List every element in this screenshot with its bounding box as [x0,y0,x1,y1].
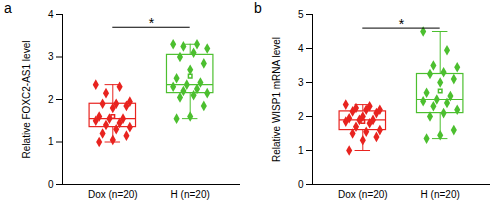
html-text:b: b [254,0,262,16]
svg-text:H (n=20): H (n=20) [421,189,460,200]
svg-text:*: * [149,15,155,31]
svg-text:1: 1 [298,145,304,156]
svg-text:Dox (n=20): Dox (n=20) [338,189,388,200]
svg-text:Dox (n=20): Dox (n=20) [88,189,138,200]
svg-text:3: 3 [298,77,304,88]
svg-text:2: 2 [48,94,54,105]
svg-text:Relative FOXC2-AS1 level: Relative FOXC2-AS1 level [21,41,32,159]
svg-text:0: 0 [48,179,54,190]
html-text:a: a [4,0,12,16]
svg-text:5: 5 [298,9,304,20]
svg-text:4: 4 [48,9,54,20]
svg-text:Relative WISP1 mRNA level: Relative WISP1 mRNA level [271,37,282,162]
svg-text:0: 0 [298,179,304,190]
svg-text:H (n=20): H (n=20) [171,189,210,200]
svg-text:3: 3 [48,51,54,62]
svg-text:*: * [399,16,405,32]
svg-text:4: 4 [298,43,304,54]
svg-text:2: 2 [298,111,304,122]
svg-text:1: 1 [48,136,54,147]
